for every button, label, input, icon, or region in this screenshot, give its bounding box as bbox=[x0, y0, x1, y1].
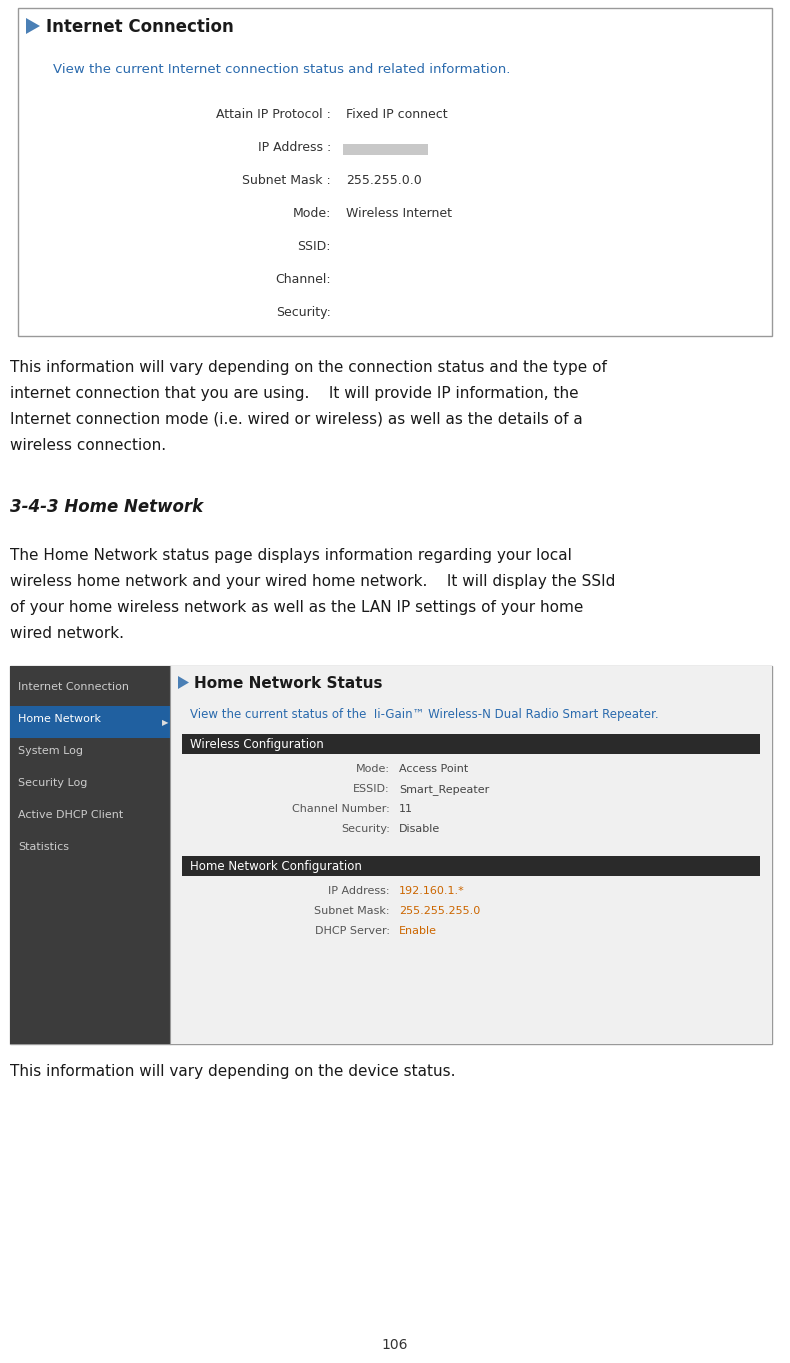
Text: SSID:: SSID: bbox=[297, 240, 331, 254]
Polygon shape bbox=[178, 676, 189, 690]
Bar bbox=[344, 144, 428, 155]
Text: Subnet Mask :: Subnet Mask : bbox=[243, 174, 331, 187]
Text: IP Address :: IP Address : bbox=[258, 140, 331, 154]
Text: Channel:: Channel: bbox=[275, 273, 331, 286]
Text: IP Address:: IP Address: bbox=[329, 886, 390, 895]
Text: wireless home network and your wired home network.    It will display the SSId: wireless home network and your wired hom… bbox=[10, 574, 615, 589]
Text: Smart_Repeater: Smart_Repeater bbox=[399, 784, 489, 795]
Text: Wireless Configuration: Wireless Configuration bbox=[190, 737, 324, 751]
Text: Security:: Security: bbox=[276, 307, 331, 319]
Text: Security:: Security: bbox=[341, 825, 390, 834]
Bar bbox=[18, 8, 772, 337]
Text: Channel Number:: Channel Number: bbox=[292, 804, 390, 814]
Text: Internet Connection: Internet Connection bbox=[46, 18, 234, 35]
Text: Attain IP Protocol :: Attain IP Protocol : bbox=[216, 108, 331, 121]
Text: ESSID:: ESSID: bbox=[353, 784, 390, 795]
Text: internet connection that you are using.    It will provide IP information, the: internet connection that you are using. … bbox=[10, 386, 578, 401]
Text: Home Network Status: Home Network Status bbox=[194, 676, 382, 691]
Bar bbox=[10, 667, 772, 1044]
Text: Disable: Disable bbox=[399, 825, 440, 834]
Bar bbox=[10, 667, 170, 1044]
Text: This information will vary depending on the device status.: This information will vary depending on … bbox=[10, 1065, 456, 1079]
Polygon shape bbox=[26, 18, 40, 34]
Text: Home Network Configuration: Home Network Configuration bbox=[190, 860, 362, 872]
Text: View the current Internet connection status and related information.: View the current Internet connection sta… bbox=[53, 63, 510, 76]
Text: Active DHCP Client: Active DHCP Client bbox=[18, 810, 123, 821]
Text: Internet connection mode (i.e. wired or wireless) as well as the details of a: Internet connection mode (i.e. wired or … bbox=[10, 412, 583, 427]
Text: Fixed IP connect: Fixed IP connect bbox=[347, 108, 448, 121]
Text: 3-4-3 Home Network: 3-4-3 Home Network bbox=[10, 497, 203, 517]
Text: This information will vary depending on the connection status and the type of: This information will vary depending on … bbox=[10, 360, 607, 375]
Text: DHCP Server:: DHCP Server: bbox=[315, 925, 390, 936]
Text: ▶: ▶ bbox=[161, 718, 168, 728]
Text: 106: 106 bbox=[382, 1338, 408, 1352]
Text: Internet Connection: Internet Connection bbox=[18, 682, 129, 692]
Bar bbox=[10, 706, 170, 737]
Text: Statistics: Statistics bbox=[18, 842, 69, 852]
Text: Mode:: Mode: bbox=[292, 207, 331, 219]
Text: wired network.: wired network. bbox=[10, 626, 124, 641]
Text: wireless connection.: wireless connection. bbox=[10, 438, 166, 453]
Text: Enable: Enable bbox=[399, 925, 437, 936]
Text: System Log: System Log bbox=[18, 746, 83, 756]
Text: Mode:: Mode: bbox=[356, 765, 390, 774]
Text: Security Log: Security Log bbox=[18, 778, 88, 788]
Text: Subnet Mask:: Subnet Mask: bbox=[314, 906, 390, 916]
Bar bbox=[182, 735, 760, 754]
Text: The Home Network status page displays information regarding your local: The Home Network status page displays in… bbox=[10, 548, 572, 563]
Bar bbox=[170, 667, 772, 1044]
Bar bbox=[182, 856, 760, 876]
Text: View the current status of the  Ii-Gain™ Wireless-N Dual Radio Smart Repeater.: View the current status of the Ii-Gain™ … bbox=[190, 707, 659, 721]
Text: Home Network: Home Network bbox=[18, 714, 101, 724]
Text: 255.255.0.0: 255.255.0.0 bbox=[347, 174, 422, 187]
Text: Access Point: Access Point bbox=[399, 765, 468, 774]
Text: 255.255.255.0: 255.255.255.0 bbox=[399, 906, 480, 916]
Text: of your home wireless network as well as the LAN IP settings of your home: of your home wireless network as well as… bbox=[10, 600, 583, 615]
Text: Wireless Internet: Wireless Internet bbox=[347, 207, 453, 219]
Text: 192.160.1.*: 192.160.1.* bbox=[399, 886, 465, 895]
Text: 11: 11 bbox=[399, 804, 413, 814]
